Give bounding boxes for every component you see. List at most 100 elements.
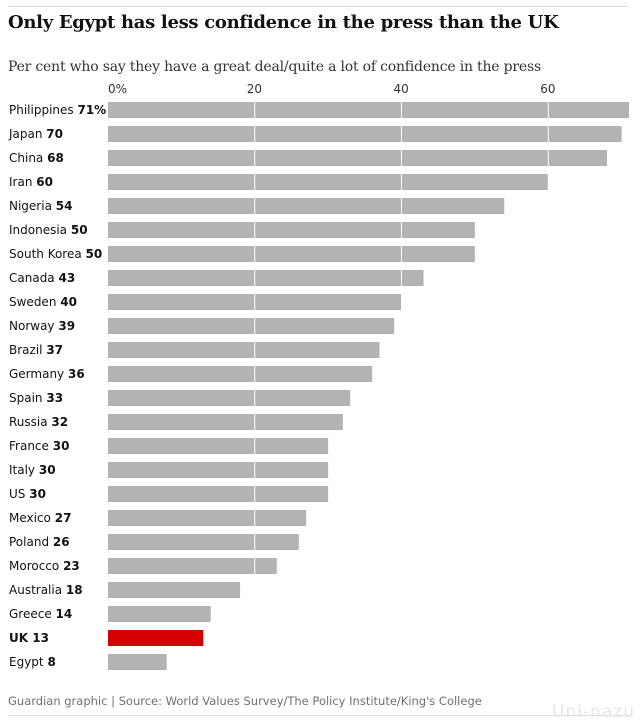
category-label: Spain 33 — [9, 391, 63, 405]
category-name: Norway — [9, 319, 58, 333]
value-label: 37 — [46, 343, 63, 357]
top-rule — [8, 6, 629, 7]
category-labels: Philippines 71% Japan 70 China 68 Iran 60 Ni… — [8, 103, 106, 669]
value-label: 71% — [77, 103, 106, 117]
category-name: UK — [9, 631, 32, 645]
bar-uk — [108, 630, 204, 646]
category-label: Indonesia 50 — [9, 223, 88, 237]
bar-egypt — [108, 654, 167, 670]
x-tick-label: 40 — [394, 82, 409, 96]
bar-chart: 0% 20 40 60 Philippines 71% Japan 70 China 68… — [8, 82, 629, 670]
value-label: 39 — [58, 319, 75, 333]
bar-australia — [108, 582, 241, 598]
bar-iran — [108, 174, 549, 190]
value-label: 50 — [86, 247, 103, 261]
bar-greece — [108, 606, 211, 622]
bar-russia — [108, 414, 343, 430]
category-label: Egypt 8 — [9, 655, 56, 669]
category-name: Indonesia — [9, 223, 71, 237]
bar-indonesia — [108, 222, 475, 238]
category-name: Japan — [8, 127, 46, 141]
category-label: US 30 — [9, 487, 46, 501]
category-label: Mexico 27 — [9, 511, 71, 525]
category-label: Sweden 40 — [9, 295, 77, 309]
bar-us — [108, 486, 329, 502]
bar-nigeria — [108, 198, 505, 214]
category-name: Philippines — [9, 103, 77, 117]
value-label: 33 — [46, 391, 63, 405]
category-label: Poland 26 — [9, 535, 70, 549]
category-label: Morocco 23 — [9, 559, 80, 573]
value-label: 60 — [36, 175, 53, 189]
value-label: 40 — [60, 295, 77, 309]
category-name: Russia — [9, 415, 51, 429]
category-name: France — [9, 439, 53, 453]
source-note: Guardian graphic | Source: World Values … — [8, 694, 482, 708]
bar-canada — [108, 270, 424, 286]
category-name: US — [9, 487, 29, 501]
value-label: 27 — [55, 511, 72, 525]
value-label: 8 — [47, 655, 55, 669]
value-label: 50 — [71, 223, 88, 237]
value-label: 32 — [51, 415, 68, 429]
category-label: Russia 32 — [9, 415, 68, 429]
category-name: Mexico — [9, 511, 55, 525]
category-label: UK 13 — [9, 631, 49, 645]
value-label: 18 — [66, 583, 83, 597]
value-label: 30 — [39, 463, 56, 477]
bar-italy — [108, 462, 329, 478]
watermark-text: Uni-nazu — [552, 702, 635, 722]
value-label: 36 — [68, 367, 85, 381]
category-label: Italy 30 — [9, 463, 56, 477]
value-label: 70 — [46, 127, 63, 141]
category-name: China — [9, 151, 47, 165]
category-name: Iran — [9, 175, 36, 189]
category-label: China 68 — [9, 151, 64, 165]
category-name: Spain — [9, 391, 46, 405]
category-name: Brazil — [9, 343, 46, 357]
category-label: South Korea 50 — [9, 247, 102, 261]
x-tick-label: 60 — [540, 82, 555, 96]
category-label: Philippines 71% — [9, 103, 106, 117]
bar-france — [108, 438, 329, 454]
bar-germany — [108, 366, 373, 382]
value-label: 54 — [56, 199, 73, 213]
category-label: Nigeria 54 — [9, 199, 72, 213]
bar-mexico — [108, 510, 307, 526]
category-name: Sweden — [9, 295, 60, 309]
bar-japan — [108, 126, 622, 142]
value-label: 68 — [47, 151, 64, 165]
value-label: 13 — [32, 631, 49, 645]
value-label: 30 — [29, 487, 46, 501]
category-label: Greece 14 — [9, 607, 72, 621]
category-label: Iran 60 — [9, 175, 53, 189]
category-name: Nigeria — [9, 199, 56, 213]
category-name: Australia — [9, 583, 66, 597]
value-label: 30 — [53, 439, 70, 453]
bar-poland — [108, 534, 299, 550]
category-name: Egypt — [9, 655, 47, 669]
category-name: Canada — [9, 271, 58, 285]
gridlines-group — [254, 96, 549, 670]
x-tick-label: 20 — [247, 82, 262, 96]
category-label: Norway 39 — [9, 319, 75, 333]
bar-philippines — [108, 102, 629, 118]
category-label: France 30 — [9, 439, 69, 453]
chart-title: Only Egypt has less confidence in the pr… — [8, 12, 559, 33]
category-label: Australia 18 — [9, 583, 83, 597]
bar-spain — [108, 390, 351, 406]
category-name: Germany — [9, 367, 68, 381]
bottom-rule — [8, 715, 629, 716]
category-label: Brazil 37 — [9, 343, 63, 357]
value-label: 43 — [58, 271, 75, 285]
x-tick-label: 0% — [108, 82, 127, 96]
category-label: Canada 43 — [9, 271, 75, 285]
category-name: Poland — [9, 535, 53, 549]
chart-subtitle: Per cent who say they have a great deal/… — [8, 59, 541, 75]
category-name: Italy — [9, 463, 39, 477]
bars-group — [108, 102, 629, 670]
bar-brazil — [108, 342, 380, 358]
bar-norway — [108, 318, 395, 334]
value-label: 26 — [53, 535, 70, 549]
category-name: Morocco — [9, 559, 63, 573]
